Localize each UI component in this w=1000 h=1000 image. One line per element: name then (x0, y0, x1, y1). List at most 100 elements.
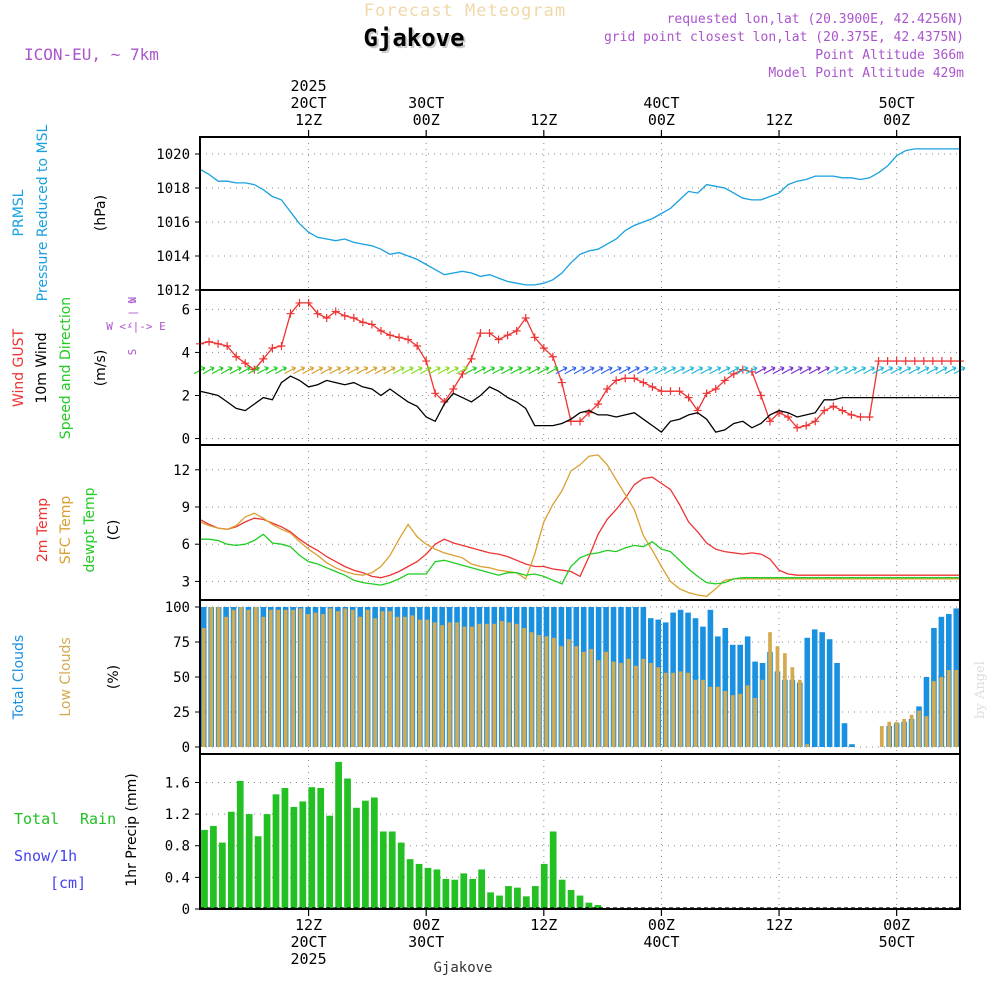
wind-direction-arrow (917, 366, 930, 375)
bottom-place-label: Gjakove (433, 960, 492, 976)
cloud-bar-primary (707, 609, 714, 747)
wind-direction-arrow (881, 366, 894, 375)
precip-bar-primary (254, 836, 262, 909)
precip-bar-primary (585, 902, 593, 909)
cloud-bar-secondary (388, 611, 392, 747)
precip-bar-primary (549, 831, 557, 909)
gust-marker (612, 376, 621, 385)
cloud-bar-secondary (447, 622, 452, 747)
cloud-bar-primary (841, 723, 848, 747)
cloud-bar-secondary (596, 660, 601, 747)
gust-marker (376, 326, 385, 335)
wind-direction-arrow (808, 366, 821, 375)
series-dewpt-temp (200, 533, 960, 586)
wind-direction-arrow (311, 366, 324, 375)
wind-direction-arrow (673, 366, 686, 375)
wind-direction-arrow (682, 366, 695, 375)
top-time-label: 12Z (766, 111, 793, 129)
cloud-bar-secondary (686, 672, 690, 747)
gust-marker (214, 339, 223, 348)
gust-marker (494, 335, 503, 344)
gust-marker (413, 341, 422, 350)
wind-direction-arrow (627, 366, 640, 375)
wind-direction-arrow (790, 366, 803, 375)
gust-marker (286, 309, 295, 318)
wind-direction-arrow (863, 366, 876, 375)
snow-label: Snow/1h (14, 847, 77, 865)
bottom-time-label: 2025 (291, 950, 327, 968)
y-tick-label: 25 (173, 705, 190, 721)
cloud-bar-primary (923, 677, 930, 747)
low-clouds-label: Low Clouds (58, 637, 74, 716)
panels: 1012101410161018102002463691202550751000… (156, 136, 966, 918)
top-time-label: 00Z (883, 111, 910, 129)
wind-direction-arrow (383, 366, 396, 375)
gust-marker (684, 393, 693, 402)
wind-direction-arrow (338, 366, 351, 375)
precip-bar-primary (201, 829, 208, 909)
gust-marker (386, 331, 394, 340)
gust-marker (820, 406, 829, 415)
precip-bar-primary (496, 895, 503, 909)
watermark: by Angel (973, 661, 988, 719)
wind-direction-arrow (718, 366, 731, 375)
wind-direction-arrow (410, 366, 423, 375)
wind-label: 10m Wind (34, 332, 50, 403)
header: Forecast Meteogram Gjakove Gjakove ICON-… (24, 1, 964, 81)
gust-marker (458, 369, 467, 378)
cloud-bar-secondary (768, 632, 772, 747)
wind-direction-arrow (284, 366, 296, 375)
y-tick-label: 50 (173, 670, 190, 686)
cloud-bar-secondary (276, 609, 281, 747)
wind-dir-label: Speed and Direction (58, 297, 74, 439)
gust-marker (603, 385, 612, 394)
cloud-bar-secondary (537, 635, 541, 747)
bottom-time-label: 12Z (530, 916, 557, 934)
y-tick-label: 0 (182, 740, 190, 756)
cloud-bar-secondary (775, 646, 780, 747)
wind-direction-arrow (600, 366, 613, 375)
cloud-bar-secondary (201, 628, 206, 747)
cloud-bar-primary (804, 637, 811, 747)
panel-frame (199, 136, 961, 291)
wind-direction-arrow (890, 366, 903, 375)
y-tick-label: 2 (182, 388, 190, 404)
cloud-bar-secondary (358, 616, 363, 747)
cloud-bar-secondary (932, 681, 936, 747)
y-tick-label: 1018 (156, 181, 190, 197)
cloud-bar-secondary (797, 679, 802, 747)
gust-marker (594, 400, 603, 409)
precip-bar-primary (478, 869, 485, 909)
cloud-bar-secondary (417, 619, 422, 747)
precip-bar-primary (379, 831, 387, 909)
wind-direction-arrow (555, 366, 568, 375)
gust-marker (720, 376, 729, 385)
cloud-bar-secondary (261, 616, 266, 747)
pressure-label-2: Pressure Reduced to MSL (35, 124, 51, 301)
panel-frame (199, 753, 961, 910)
cloud-bar-secondary (410, 615, 415, 747)
cloud-bar-secondary (708, 686, 713, 747)
gust-marker (729, 369, 738, 378)
gust-marker (711, 385, 720, 394)
wind-direction-arrow (908, 366, 921, 375)
cloud-bar-secondary (492, 623, 497, 747)
precip-bar-primary (558, 879, 566, 909)
cloud-bar-secondary (805, 744, 810, 747)
gust-marker (395, 333, 404, 342)
precip-bar-primary (531, 886, 539, 909)
wind-direction-arrow (329, 366, 342, 375)
wind-direction-arrow (872, 366, 885, 375)
top-time-label: 50CT (879, 94, 915, 112)
precip-bar-primary (317, 788, 325, 909)
top-time-label: 2025 (291, 77, 327, 95)
cloud-bar-secondary (715, 686, 720, 747)
wind-direction-arrow (591, 366, 604, 375)
precip-bar-primary (451, 879, 459, 909)
gust-marker (530, 333, 539, 342)
sfc-temp-label: SFC Temp (58, 496, 74, 565)
panel-labels: PRMSL Pressure Reduced to MSL (hPa) Wind… (11, 124, 988, 976)
place-title-shadow: Gjakove (365, 26, 466, 54)
cloud-bar-secondary (544, 636, 549, 747)
